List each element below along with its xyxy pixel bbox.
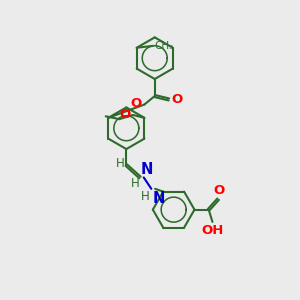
- Text: N: N: [141, 161, 153, 176]
- Text: H: H: [116, 157, 125, 170]
- Text: O: O: [171, 93, 182, 106]
- Text: H: H: [131, 177, 140, 190]
- Text: CH₃: CH₃: [154, 41, 174, 51]
- Text: H: H: [141, 190, 150, 203]
- Text: O: O: [119, 108, 131, 121]
- Text: O: O: [130, 97, 142, 110]
- Text: N: N: [152, 191, 165, 206]
- Text: OH: OH: [202, 224, 224, 237]
- Text: O: O: [213, 184, 224, 197]
